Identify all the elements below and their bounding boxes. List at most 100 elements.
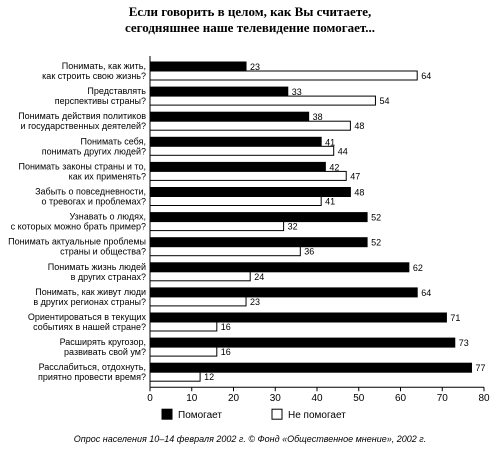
- category-label: приятно провести время?: [38, 372, 146, 382]
- bar-not-helps: [149, 120, 351, 131]
- category-label: Узнавать о людях,: [69, 212, 146, 222]
- category-label: о тревогах и проблемах?: [41, 197, 146, 207]
- category-label: Ориентироваться в текущих: [28, 312, 147, 322]
- x-tick-label: 80: [478, 393, 490, 404]
- bar-not-helps: [149, 70, 418, 81]
- category-label: понимать других людей?: [42, 146, 146, 156]
- x-tick-label: 30: [270, 393, 282, 404]
- x-tick-label: 40: [311, 393, 323, 404]
- category-label: Понимать действия политиков: [18, 111, 146, 121]
- bar-helps: [149, 312, 447, 323]
- category-label: Понимать, как жить,: [62, 61, 146, 71]
- value-label-not-helps: 16: [221, 347, 231, 357]
- value-label-not-helps: 64: [421, 71, 431, 81]
- bar-not-helps: [149, 196, 322, 206]
- bar-helps: [149, 337, 456, 348]
- category-label: Понимать законы страны и то,: [18, 161, 146, 171]
- bar-helps: [149, 362, 472, 373]
- legend: Помогает Не помогает: [161, 408, 346, 421]
- value-label-helps: 52: [371, 238, 381, 248]
- bar-helps: [149, 161, 326, 172]
- category-label: с которых можно брать пример?: [11, 222, 146, 232]
- value-label-not-helps: 23: [250, 297, 260, 307]
- category-label: как строить свою жизнь?: [42, 71, 146, 81]
- bar-helps: [149, 187, 351, 197]
- chart-title-line-1: Если говорить в целом, как Вы считаете,: [128, 4, 372, 19]
- x-tick-label: 0: [147, 393, 153, 404]
- category-label: и государственных деятелей?: [21, 121, 146, 131]
- x-tick-label: 50: [353, 393, 365, 404]
- bar-not-helps: [149, 246, 301, 257]
- value-label-not-helps: 36: [304, 247, 314, 257]
- category-label: страны и общества?: [60, 247, 146, 257]
- bar-not-helps: [149, 221, 285, 232]
- value-label-helps: 77: [475, 363, 485, 373]
- legend-label-helps: Помогает: [178, 410, 222, 421]
- legend-swatch-not-helps: [271, 408, 283, 420]
- legend-swatch-helps: [161, 408, 173, 420]
- value-label-helps: 38: [313, 112, 323, 122]
- bar-not-helps: [149, 271, 251, 282]
- value-label-not-helps: 48: [354, 121, 364, 131]
- bar-helps: [149, 237, 368, 248]
- value-label-not-helps: 47: [350, 171, 360, 181]
- category-label: Забыть о повседневности,: [35, 187, 146, 197]
- bar-not-helps: [149, 346, 218, 357]
- category-label: Понимать актуальные проблемы: [8, 237, 146, 247]
- category-label: в других странах?: [71, 272, 146, 282]
- value-label-not-helps: 32: [288, 222, 298, 232]
- value-label-not-helps: 16: [221, 322, 231, 332]
- x-tick-label: 10: [186, 393, 198, 404]
- category-label: как их применять?: [69, 171, 146, 181]
- bar-not-helps: [149, 296, 247, 307]
- value-label-helps: 62: [413, 263, 423, 273]
- value-label-helps: 73: [459, 338, 469, 348]
- value-label-helps: 64: [421, 288, 431, 298]
- bar-not-helps: [149, 371, 201, 382]
- category-label: Представлять: [87, 86, 146, 96]
- bar-not-helps: [149, 95, 376, 106]
- value-label-not-helps: 44: [338, 146, 348, 156]
- bar-helps: [149, 287, 418, 298]
- bar-helps: [149, 262, 410, 273]
- value-label-helps: 42: [329, 162, 339, 172]
- bar-not-helps: [149, 145, 335, 156]
- chart-title-line-2: сегодняшнее наше телевидение помогает...: [124, 20, 376, 35]
- category-label: Расширять кругозор,: [60, 337, 146, 347]
- value-label-not-helps: 41: [325, 197, 335, 207]
- source-note: Опрос населения 10–14 февраля 2002 г. © …: [73, 434, 427, 444]
- bar-not-helps: [149, 170, 347, 181]
- bar-not-helps: [149, 321, 218, 332]
- value-label-not-helps: 12: [204, 372, 214, 382]
- legend-label-not-helps: Не помогает: [288, 410, 346, 421]
- value-label-helps: 33: [292, 87, 302, 97]
- x-tick-label: 60: [395, 393, 407, 404]
- bar-helps: [149, 111, 310, 122]
- category-label: Расслабиться, отдохнуть,: [39, 362, 146, 372]
- value-label-not-helps: 54: [379, 96, 389, 106]
- value-label-helps: 41: [325, 137, 335, 147]
- category-labels: Понимать, как жить,как строить свою жизн…: [8, 61, 146, 382]
- value-label-helps: 23: [250, 62, 260, 72]
- bar-helps: [149, 86, 289, 97]
- category-label: Понимать, как живут люди: [35, 287, 146, 297]
- category-label: Понимать жизнь людей: [48, 262, 146, 272]
- x-axis-ticks: 0 10 20 30 40 50 60 70 80: [147, 387, 490, 404]
- bar-helps: [149, 136, 322, 147]
- category-label: событиях в нашей стране?: [33, 322, 146, 332]
- value-label-helps: 48: [354, 188, 364, 198]
- chart-title: Если говорить в целом, как Вы считаете, …: [0, 4, 500, 36]
- value-label-not-helps: 24: [254, 272, 264, 282]
- bar-helps: [149, 212, 368, 223]
- value-label-helps: 52: [371, 213, 381, 223]
- x-tick-label: 20: [228, 393, 240, 404]
- category-label: Понимать себя,: [80, 136, 146, 146]
- bars: 2364335438484144424748415232523662246423…: [149, 61, 485, 382]
- value-label-helps: 71: [450, 313, 460, 323]
- category-label: перспективы страны?: [55, 96, 146, 106]
- category-label: развивать свой ум?: [64, 347, 146, 357]
- x-tick-label: 70: [437, 393, 449, 404]
- bar-helps: [149, 61, 247, 72]
- category-label: в других регионах страны?: [33, 297, 146, 307]
